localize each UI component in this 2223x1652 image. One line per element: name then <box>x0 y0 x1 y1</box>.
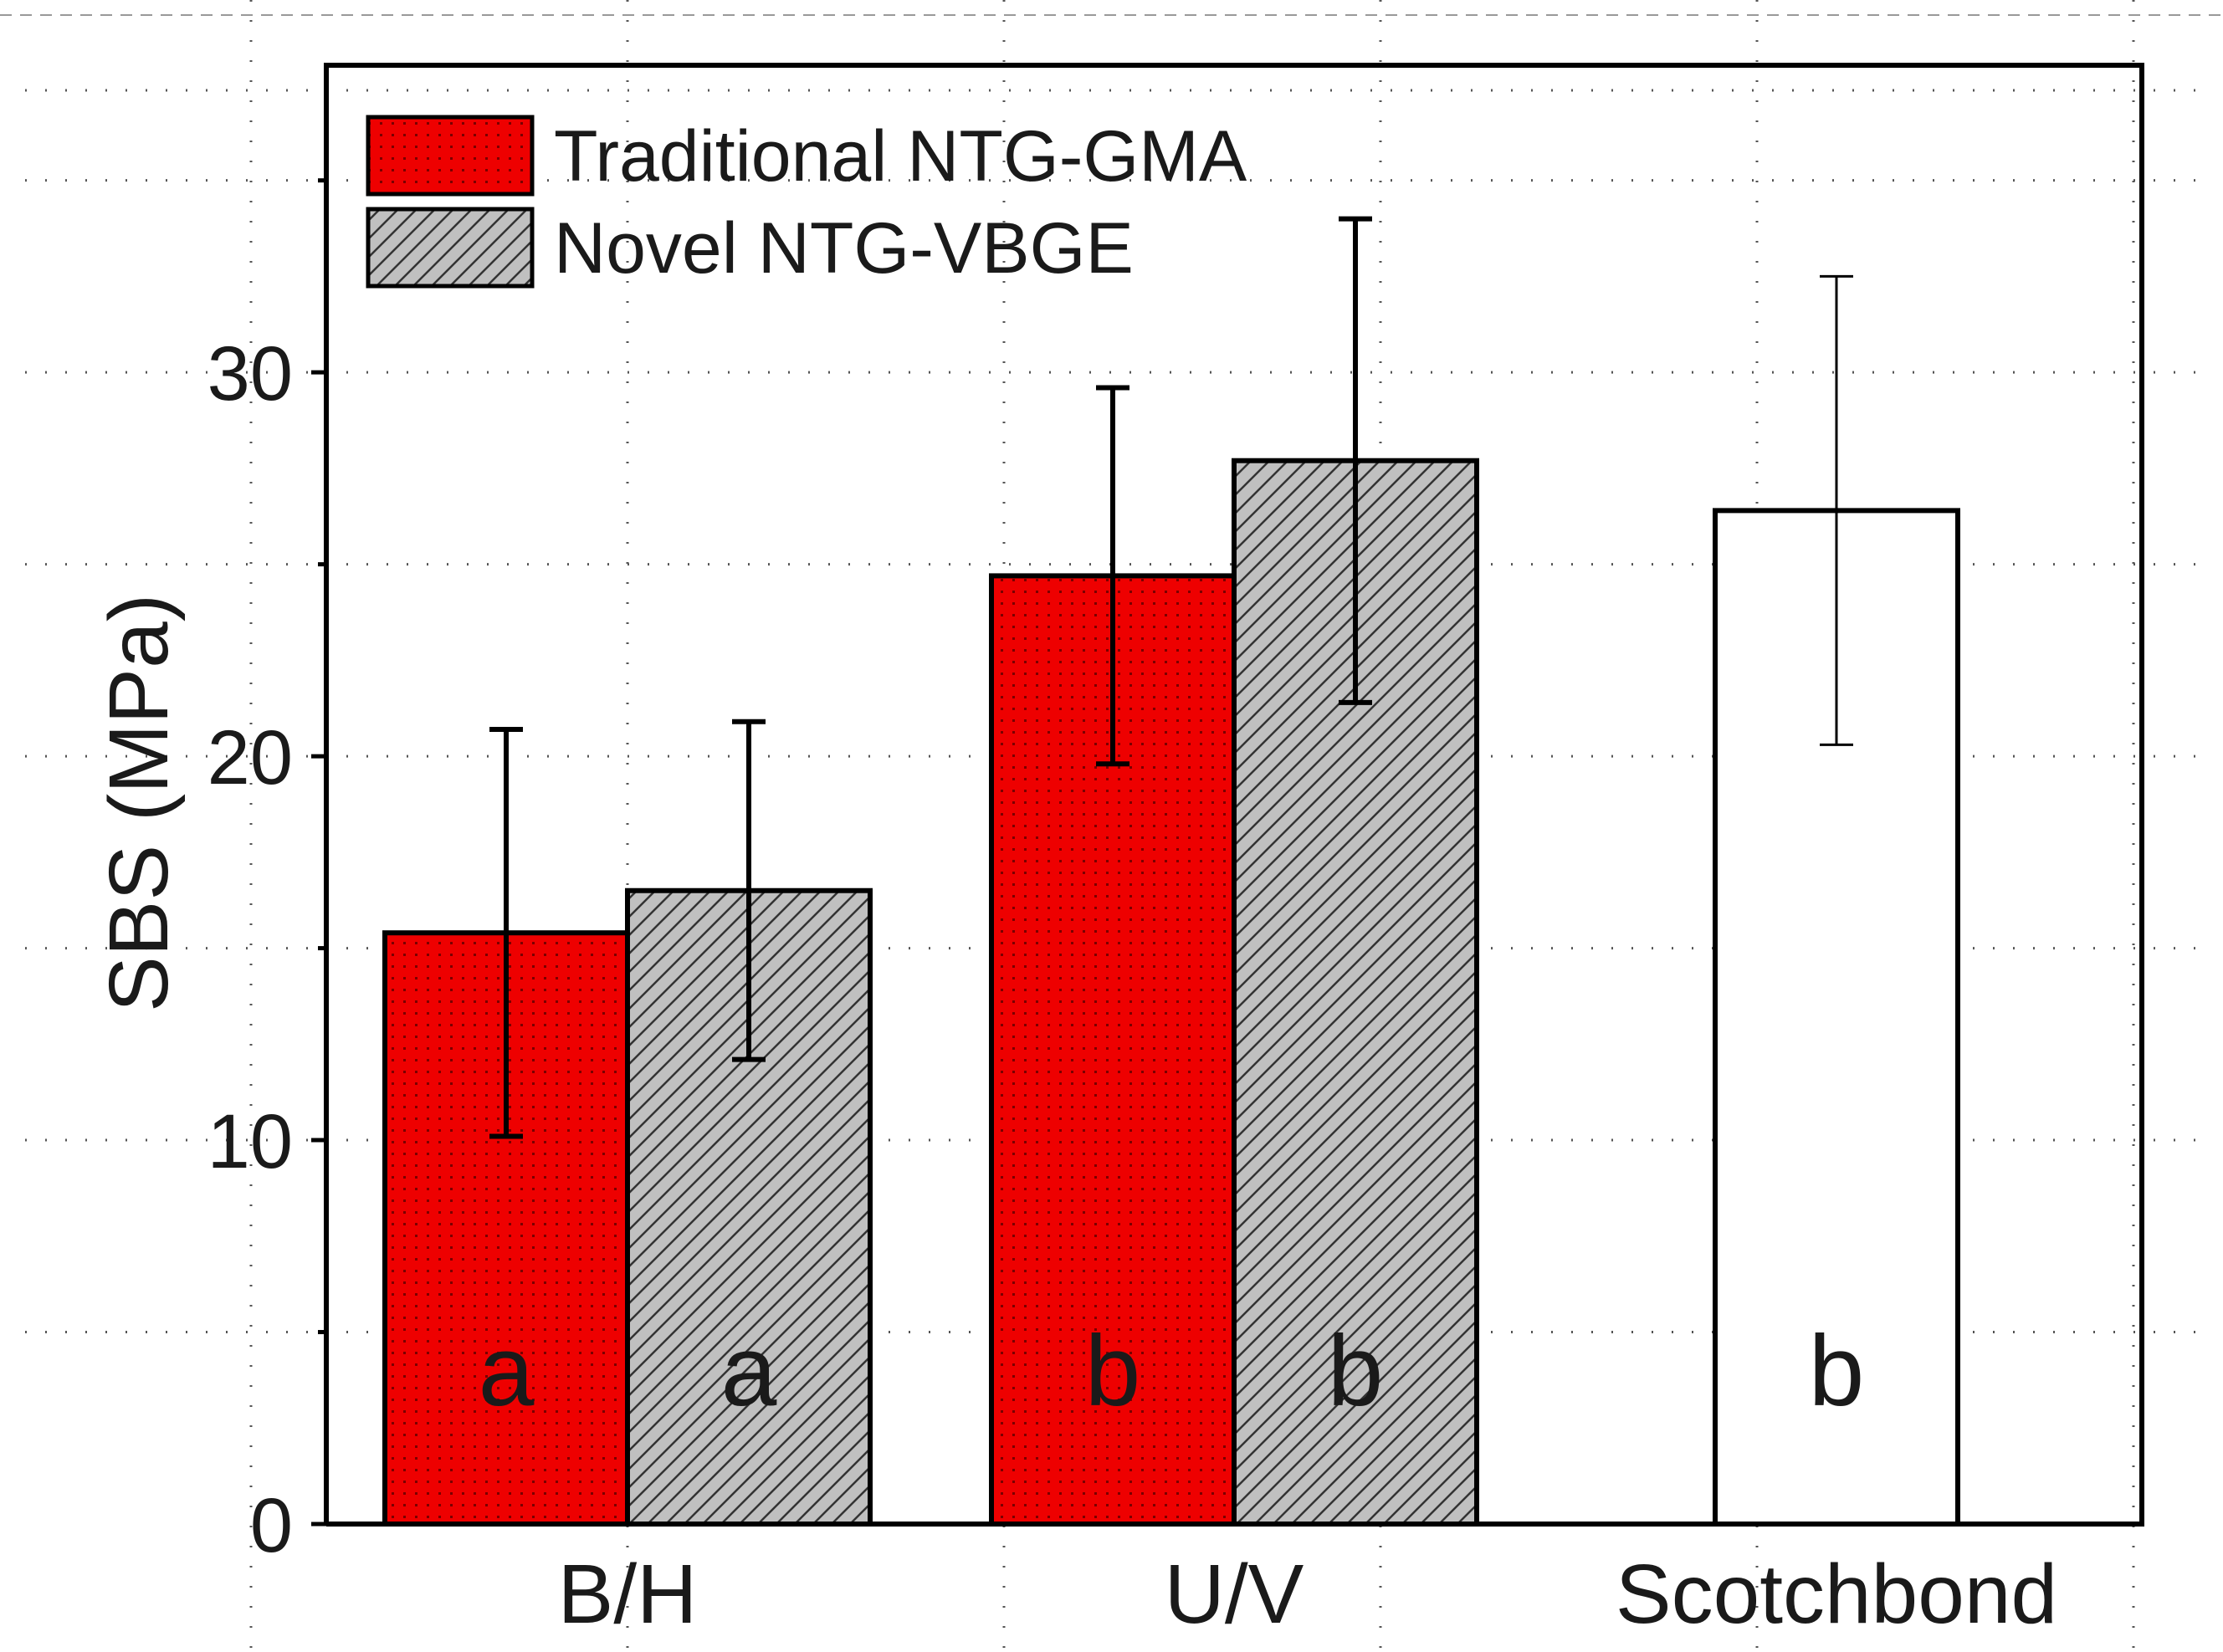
axes <box>324 63 2144 1527</box>
sig-letter-u-v-traditional-ntg-gma: b <box>1085 1315 1141 1427</box>
bars <box>382 458 1960 1527</box>
y-tick-label-30: 30 <box>207 331 293 417</box>
y-tick-label-20: 20 <box>207 715 293 800</box>
legend-label-traditional-ntg-gma: Traditional NTG-GMA <box>554 116 1247 197</box>
error-bars <box>489 216 1853 1139</box>
sig-letter-b-h-traditional-ntg-gma: a <box>479 1315 535 1427</box>
x-category-labels: B/H U/V Scotchbond <box>558 1547 2057 1641</box>
legend-swatch-novel-ntg-vbge <box>366 207 535 289</box>
y-tick-label-0: 0 <box>250 1483 293 1568</box>
y-axis-title: SBS (MPa) <box>92 594 186 1012</box>
legend-label-novel-ntg-vbge: Novel NTG-VBGE <box>554 208 1134 289</box>
x-label-u-v: U/V <box>1165 1547 1304 1641</box>
sig-letter-b-h-novel-ntg-vbge: a <box>721 1315 777 1427</box>
legend: Traditional NTG-GMA Novel NTG-VBGE <box>366 115 1247 289</box>
x-label-b-h: B/H <box>558 1547 698 1641</box>
y-ticks: 0 10 20 30 <box>207 178 326 1568</box>
sig-letter-u-v-novel-ntg-vbge: b <box>1328 1315 1384 1427</box>
legend-swatch-traditional-ntg-gma <box>366 115 535 197</box>
y-tick-label-10: 10 <box>207 1099 293 1184</box>
plot-border <box>324 63 2144 1527</box>
x-label-scotchbond: Scotchbond <box>1616 1547 2057 1641</box>
sig-letter-scotchbond-scotchbond: b <box>1809 1315 1865 1427</box>
